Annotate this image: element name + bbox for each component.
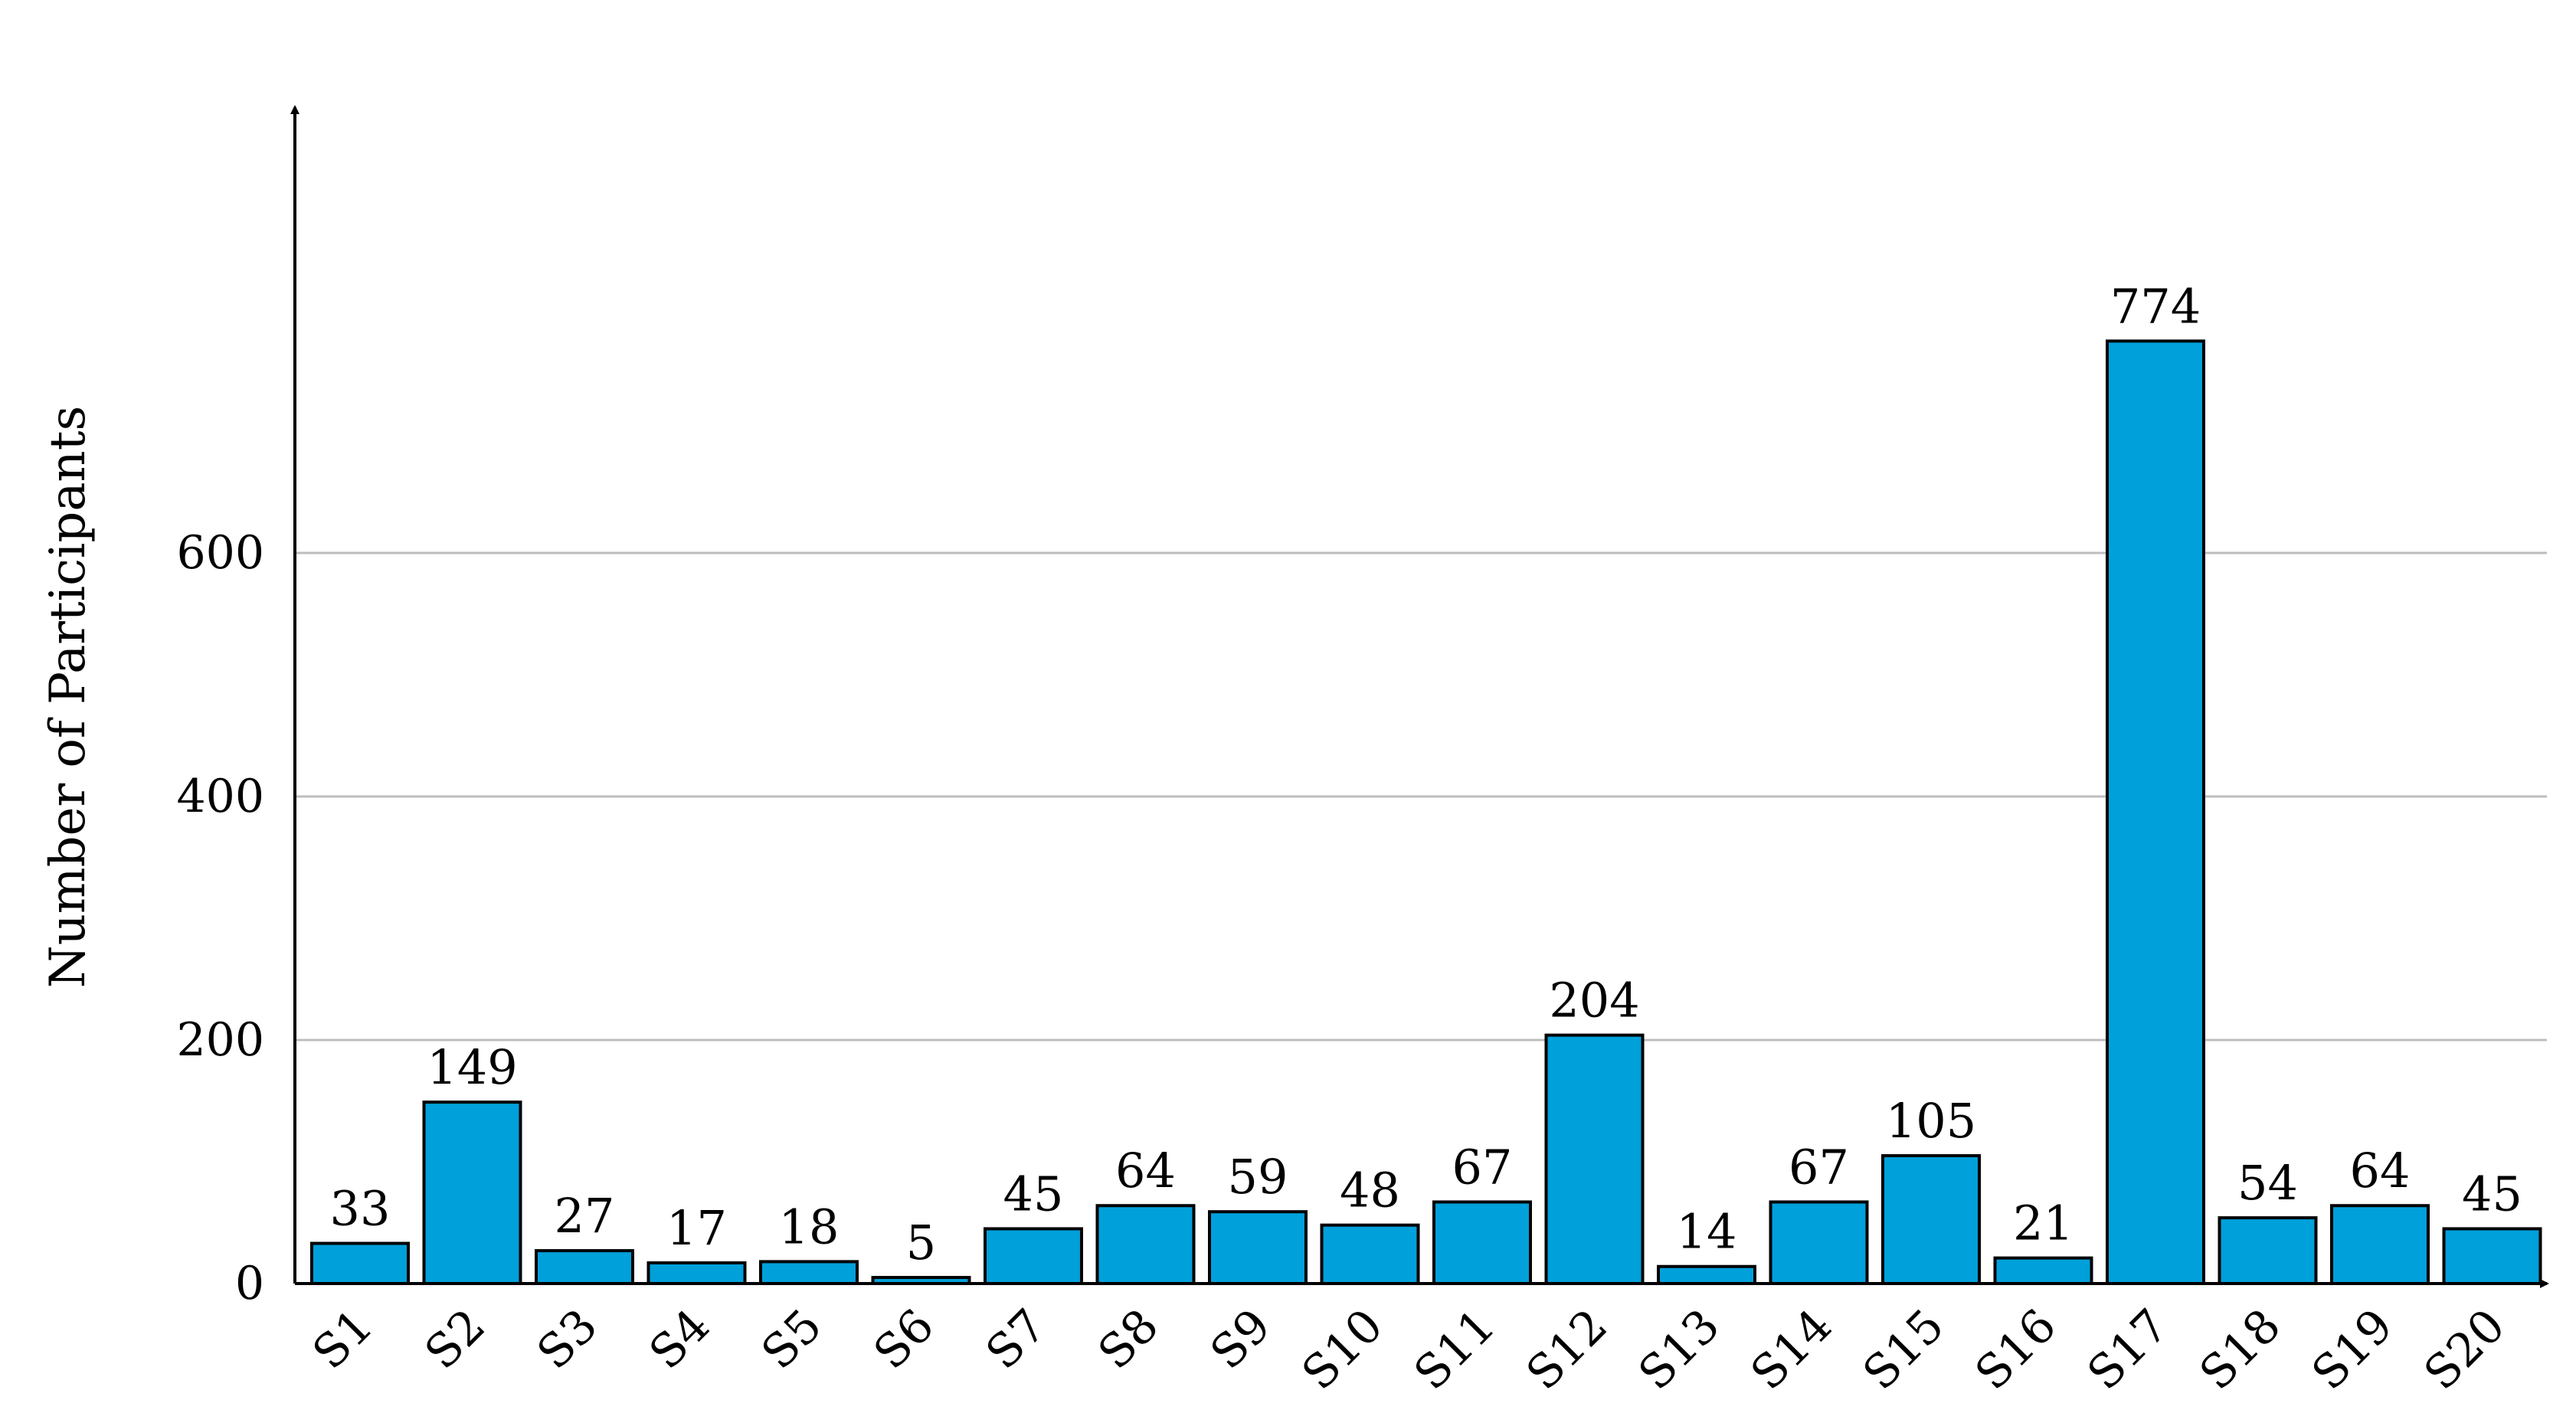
bar-s17 [2106, 339, 2205, 1286]
bar-s5 [759, 1260, 859, 1286]
data-label-s7: 45 [1003, 1166, 1064, 1222]
data-label-s18: 54 [2237, 1155, 2298, 1211]
x-tick-label-s13: S13 [1628, 1299, 1730, 1401]
grid-layer [295, 551, 2547, 1042]
data-label-s19: 64 [2350, 1143, 2411, 1199]
data-label-s12: 204 [1549, 973, 1639, 1029]
y-tick-label: 0 [235, 1257, 264, 1310]
x-tick-label-s18: S18 [2190, 1299, 2292, 1401]
x-tick-label-s19: S19 [2302, 1299, 2404, 1401]
data-label-s20: 45 [2462, 1166, 2522, 1222]
bar-s14 [1769, 1200, 1869, 1285]
bar-s8 [1095, 1204, 1196, 1285]
x-tick-label-s14: S14 [1741, 1299, 1843, 1401]
bar-s19 [2330, 1204, 2430, 1285]
x-tick-label-s12: S12 [1517, 1299, 1619, 1401]
bar-s16 [1993, 1256, 2093, 1285]
y-tick-label: 600 [176, 526, 264, 580]
y-tick-label: 400 [176, 770, 264, 823]
bar-s20 [2442, 1227, 2542, 1285]
bar-s4 [646, 1261, 747, 1285]
data-label-s11: 67 [1452, 1139, 1513, 1195]
bar-s15 [1881, 1154, 1981, 1286]
data-label-s8: 64 [1115, 1143, 1176, 1199]
bar-s18 [2218, 1216, 2318, 1286]
x-tick-label-s17: S17 [2077, 1299, 2179, 1401]
axis-layer [290, 105, 2549, 1288]
data-label-s14: 67 [1789, 1139, 1849, 1195]
x-tick-label-s15: S15 [1853, 1299, 1955, 1401]
y-tick-label: 200 [176, 1013, 264, 1067]
x-tick-label-s1: S1 [303, 1299, 384, 1380]
x-tick-label-s6: S6 [864, 1299, 945, 1380]
x-tick-label-s3: S3 [527, 1299, 608, 1380]
x-tick-label-s9: S9 [1200, 1299, 1281, 1380]
bar-s10 [1320, 1223, 1420, 1286]
x-tick-label-s5: S5 [751, 1299, 833, 1380]
data-label-s5: 18 [779, 1199, 840, 1254]
bar-s2 [422, 1101, 522, 1285]
data-label-s1: 33 [330, 1181, 391, 1237]
bar-s9 [1208, 1210, 1308, 1285]
x-tick-label-s7: S7 [976, 1299, 1057, 1380]
data-label-s15: 105 [1886, 1093, 1976, 1149]
x-tick-label-s8: S8 [1088, 1299, 1170, 1380]
x-tick-label-s4: S4 [640, 1299, 721, 1380]
bar-s11 [1432, 1200, 1532, 1285]
x-tick-label-s2: S2 [415, 1299, 496, 1380]
data-label-s13: 14 [1677, 1204, 1737, 1260]
data-label-s4: 17 [666, 1200, 727, 1256]
data-label-s6: 5 [906, 1215, 936, 1271]
bar-s12 [1544, 1033, 1645, 1285]
y-axis-label: Number of Participants [40, 406, 97, 989]
bar-s3 [535, 1249, 634, 1285]
bar-layer [310, 339, 2542, 1286]
bar-s13 [1657, 1264, 1756, 1285]
data-label-s3: 27 [555, 1188, 615, 1244]
bar-s1 [310, 1241, 410, 1286]
x-tick-label-s20: S20 [2414, 1299, 2516, 1401]
data-label-s2: 149 [427, 1039, 517, 1095]
x-tick-label-s11: S11 [1404, 1299, 1506, 1401]
x-tick-label-s10: S10 [1292, 1299, 1394, 1401]
x-tick-label-s16: S16 [1966, 1299, 2067, 1401]
data-label-s9: 59 [1228, 1149, 1288, 1205]
data-label-s16: 21 [2013, 1195, 2074, 1251]
data-label-s10: 48 [1340, 1163, 1400, 1218]
data-label-s17: 774 [2110, 278, 2201, 334]
bar-s7 [984, 1227, 1083, 1285]
